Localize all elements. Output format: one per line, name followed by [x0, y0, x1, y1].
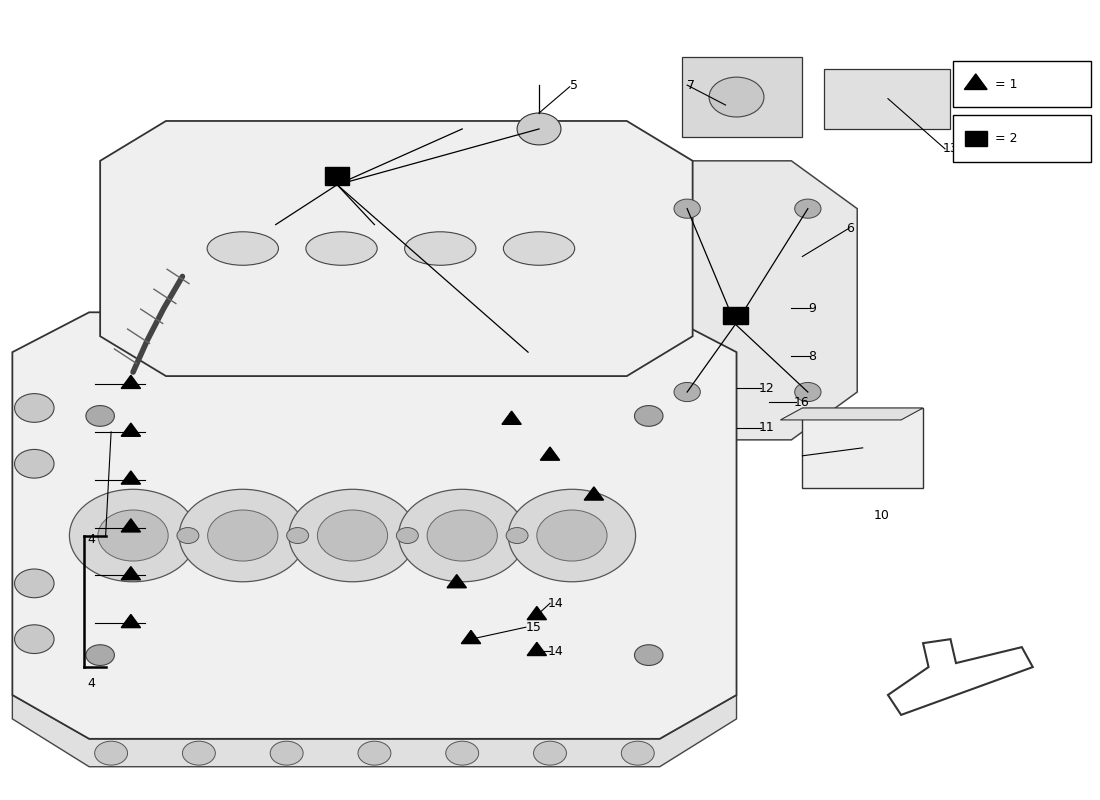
Circle shape — [710, 77, 764, 117]
Circle shape — [14, 625, 54, 654]
Polygon shape — [627, 161, 857, 440]
Circle shape — [95, 742, 128, 765]
Circle shape — [534, 742, 566, 765]
Circle shape — [446, 742, 478, 765]
Text: 11: 11 — [759, 422, 774, 434]
Circle shape — [183, 742, 216, 765]
Circle shape — [179, 490, 307, 582]
Text: 12: 12 — [759, 382, 774, 394]
Polygon shape — [447, 574, 466, 588]
Text: 10: 10 — [873, 509, 890, 522]
Polygon shape — [527, 606, 547, 620]
Circle shape — [208, 510, 278, 561]
Text: 8: 8 — [807, 350, 816, 362]
Circle shape — [358, 742, 390, 765]
Bar — [965, 130, 987, 146]
Ellipse shape — [207, 232, 278, 266]
Text: SS: SS — [554, 216, 808, 392]
Circle shape — [621, 742, 654, 765]
Polygon shape — [780, 408, 923, 420]
Text: 7: 7 — [688, 78, 695, 91]
Text: a part of parts since 1985: a part of parts since 1985 — [345, 562, 579, 581]
Circle shape — [86, 406, 114, 426]
Circle shape — [98, 510, 168, 561]
Text: 4: 4 — [87, 677, 95, 690]
Circle shape — [537, 510, 607, 561]
Circle shape — [271, 742, 304, 765]
Text: 15: 15 — [526, 621, 541, 634]
Text: 5: 5 — [570, 78, 578, 91]
Bar — [724, 306, 748, 324]
Circle shape — [14, 450, 54, 478]
Circle shape — [674, 199, 701, 218]
Circle shape — [287, 527, 309, 543]
Polygon shape — [12, 695, 737, 766]
Polygon shape — [502, 411, 521, 424]
Circle shape — [398, 490, 526, 582]
Text: = 1: = 1 — [996, 78, 1018, 90]
Circle shape — [635, 645, 663, 666]
Text: 14: 14 — [548, 645, 563, 658]
Polygon shape — [100, 121, 693, 376]
Circle shape — [177, 527, 199, 543]
Polygon shape — [121, 566, 141, 580]
Circle shape — [289, 490, 416, 582]
Polygon shape — [121, 423, 141, 436]
Polygon shape — [802, 408, 923, 488]
Circle shape — [635, 406, 663, 426]
Circle shape — [427, 510, 497, 561]
Text: 16: 16 — [793, 396, 810, 409]
Circle shape — [69, 490, 197, 582]
Polygon shape — [824, 69, 950, 129]
Polygon shape — [527, 642, 547, 655]
Polygon shape — [121, 471, 141, 484]
Ellipse shape — [405, 232, 476, 266]
Circle shape — [318, 510, 387, 561]
Text: 4: 4 — [87, 533, 95, 546]
Polygon shape — [965, 74, 987, 90]
Ellipse shape — [504, 232, 574, 266]
Polygon shape — [682, 57, 802, 137]
Circle shape — [508, 490, 636, 582]
Polygon shape — [540, 447, 560, 460]
Polygon shape — [121, 375, 141, 389]
Polygon shape — [121, 614, 141, 628]
FancyBboxPatch shape — [953, 61, 1091, 107]
Circle shape — [674, 382, 701, 402]
Text: 13: 13 — [943, 142, 958, 155]
Polygon shape — [12, 312, 737, 739]
Circle shape — [14, 394, 54, 422]
Text: 6: 6 — [846, 222, 854, 235]
Text: 9: 9 — [807, 302, 816, 315]
Circle shape — [794, 382, 821, 402]
Bar — [326, 167, 349, 185]
Text: 14: 14 — [548, 597, 563, 610]
Text: epc: epc — [91, 310, 395, 458]
Circle shape — [14, 569, 54, 598]
Polygon shape — [121, 518, 141, 532]
Circle shape — [506, 527, 528, 543]
Circle shape — [794, 199, 821, 218]
Polygon shape — [461, 630, 481, 643]
Circle shape — [86, 645, 114, 666]
FancyBboxPatch shape — [953, 115, 1091, 162]
Polygon shape — [888, 639, 1033, 715]
Circle shape — [396, 527, 418, 543]
Circle shape — [517, 113, 561, 145]
Ellipse shape — [306, 232, 377, 266]
Polygon shape — [584, 487, 604, 500]
Text: = 2: = 2 — [996, 132, 1018, 145]
